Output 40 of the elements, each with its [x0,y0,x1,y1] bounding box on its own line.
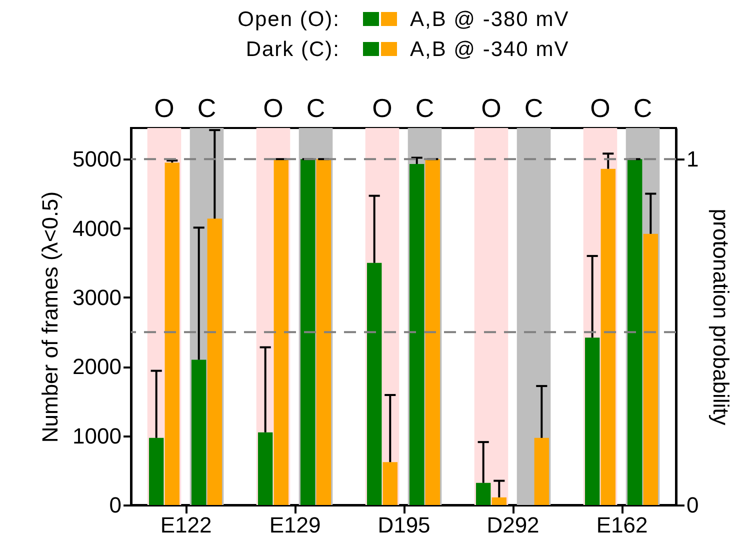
x-tick-label: E122 [160,512,212,538]
bar [366,262,382,505]
y2-axis-title: protonation probability [708,208,734,426]
y-tick-label: 5000 [72,146,122,172]
band-label: C [633,93,652,123]
text: A,B @ -340 mV [410,38,570,62]
y2-tick-label: 1 [686,146,699,172]
x-tick-label: E162 [596,512,648,538]
band-label: C [415,93,434,123]
x-tick-label: D195 [378,512,430,538]
y2-tick-label: 0 [686,492,699,518]
text: Open (O): [238,8,340,32]
band-label: C [306,93,326,123]
band-label: O [154,93,174,123]
y-tick-label: 0 [109,492,122,518]
text: Dark (C): [246,38,340,62]
bar [584,338,600,505]
bar [148,438,164,505]
x-tick-label: E129 [269,512,321,538]
y-axis-title: Number of frames (λ<0.5) [38,191,63,443]
bar [476,482,491,505]
y-tick-label: 1000 [72,423,122,448]
bar [258,432,273,505]
bar [643,234,658,505]
y-tick-label: 4000 [72,216,122,241]
bar [207,218,222,505]
bar [191,360,206,505]
text: A,B @ -380 mV [410,8,570,32]
y-tick-label: 3000 [72,284,122,310]
band-label: C [197,93,216,123]
band-label: O [590,93,610,123]
bar [382,462,398,505]
band-label: O [372,93,392,123]
band-label: C [524,93,544,123]
band-label: O [263,93,284,123]
y-tick-label: 2000 [72,354,122,380]
bar [492,497,507,505]
band-label: O [481,93,502,123]
x-tick-label: D292 [486,512,540,538]
bar [534,438,550,505]
